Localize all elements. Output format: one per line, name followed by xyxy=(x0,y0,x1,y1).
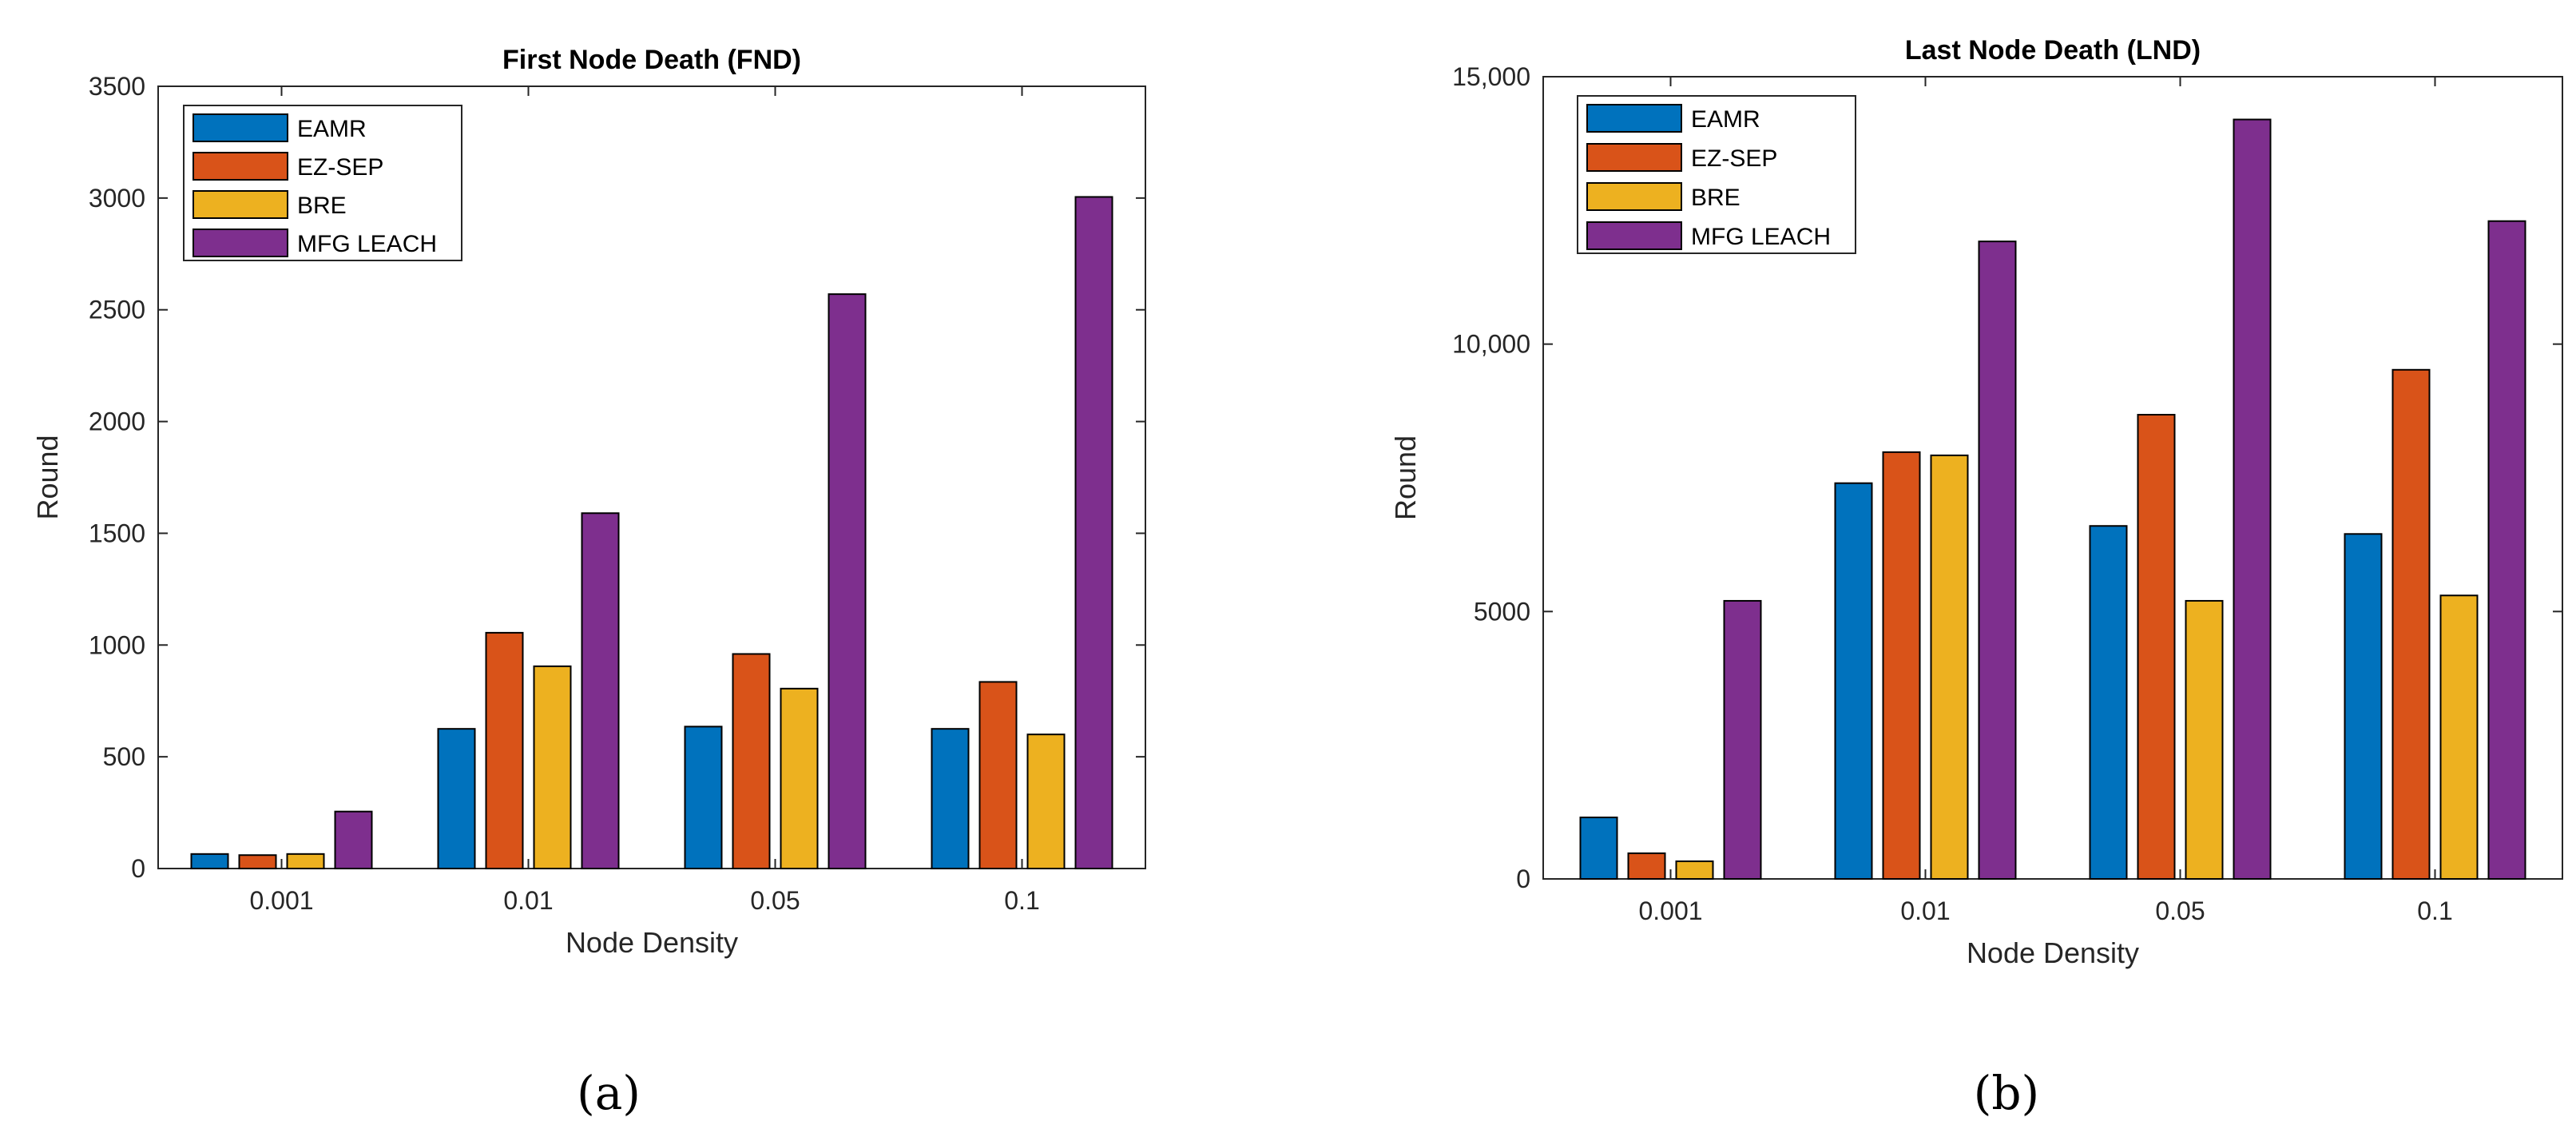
y-tick-label: 5000 xyxy=(1474,597,1530,626)
y-axis-label: Round xyxy=(31,435,64,519)
bar-bre xyxy=(2185,599,2224,880)
x-tick-label: 0.05 xyxy=(750,886,800,915)
y-tick-label: 1000 xyxy=(89,630,145,659)
bar-mfg-leach xyxy=(2487,220,2526,881)
legend-label: EZ-SEP xyxy=(1691,145,1777,172)
legend-swatch xyxy=(1586,143,1682,172)
bar-ez-sep xyxy=(732,653,771,870)
legend-swatch xyxy=(1586,104,1682,133)
x-tick-label: 0.01 xyxy=(1900,896,1950,925)
y-axis-label: Round xyxy=(1389,435,1422,520)
bar-bre xyxy=(286,853,325,870)
y-tick-label: 10,000 xyxy=(1452,330,1530,359)
bar-ez-sep xyxy=(238,854,277,870)
chart-fnd: 0 500 1000 1500 2000 2500 3000 3500 0.001 0.01 0.0… xyxy=(31,45,1146,1120)
x-tick-label: 0.01 xyxy=(503,886,553,915)
bar-mfg-leach xyxy=(1723,599,1762,880)
y-tick-label: 2000 xyxy=(89,407,145,436)
x-axis-label: Node Density xyxy=(1967,936,2139,969)
bar-bre xyxy=(780,687,819,870)
chart-title: First Node Death (FND) xyxy=(502,45,801,75)
x-tick-label: 0.001 xyxy=(249,886,313,915)
x-tick-label: 0.1 xyxy=(2417,896,2452,925)
bar-ez-sep xyxy=(978,681,1018,870)
bar-mfg-leach xyxy=(828,293,867,869)
chart-lnd: 0 5000 10,000 15,000 0.001 0.01 0.05 0.1 Last No… xyxy=(1389,35,2563,1120)
y-tick-label: 2500 xyxy=(89,296,145,324)
y-tick-label: 500 xyxy=(103,742,145,771)
bar-ez-sep xyxy=(2391,368,2431,880)
bar-eamr xyxy=(1579,817,1618,881)
bar-bre xyxy=(2439,594,2479,881)
bar-eamr xyxy=(2344,533,2383,881)
y-tick-label: 0 xyxy=(1516,865,1530,893)
legend-label: EAMR xyxy=(1691,106,1760,133)
bar-eamr xyxy=(190,853,229,870)
bar-bre xyxy=(1026,733,1066,870)
y-tick-label: 1500 xyxy=(89,519,145,547)
bar-mfg-leach xyxy=(581,512,620,869)
legend-label: MFG LEACH xyxy=(1691,224,1831,250)
legend-label: BRE xyxy=(297,193,347,219)
bar-eamr xyxy=(931,728,970,870)
bar-mfg-leach xyxy=(1978,241,2017,880)
bar-mfg-leach xyxy=(2233,118,2272,880)
x-tick-label: 0.1 xyxy=(1004,886,1039,915)
bar-eamr xyxy=(2089,525,2128,880)
bar-mfg-leach xyxy=(1074,196,1113,870)
y-tick-label: 3000 xyxy=(89,184,145,213)
legend-swatch xyxy=(193,229,288,257)
legend-swatch xyxy=(193,152,288,181)
y-tick-label: 3500 xyxy=(89,72,145,101)
panel-label: (b) xyxy=(1974,1066,2039,1120)
bar-eamr xyxy=(1834,482,1873,881)
legend-label: BRE xyxy=(1691,185,1740,211)
bar-eamr xyxy=(684,726,723,869)
bar-eamr xyxy=(437,728,476,870)
x-axis-label: Node Density xyxy=(566,926,738,959)
bar-ez-sep xyxy=(2137,414,2176,880)
y-tick-label: 15,000 xyxy=(1452,62,1530,91)
legend-swatch xyxy=(1586,182,1682,211)
bar-ez-sep xyxy=(1882,451,1921,880)
chart-title: Last Node Death (LND) xyxy=(1905,35,2201,66)
bar-bre xyxy=(1930,454,1969,880)
legend-label: EZ-SEP xyxy=(297,154,383,181)
legend-label: EAMR xyxy=(297,116,367,142)
legend-swatch xyxy=(1586,221,1682,250)
legend-swatch xyxy=(193,113,288,142)
bar-mfg-leach xyxy=(334,810,373,869)
y-tick-label: 0 xyxy=(131,854,145,883)
x-tick-label: 0.05 xyxy=(2155,896,2205,925)
panel-label: (a) xyxy=(577,1066,641,1120)
bar-bre xyxy=(1675,860,1714,880)
bar-ez-sep xyxy=(1627,852,1666,880)
legend-label: MFG LEACH xyxy=(297,231,437,257)
legend-swatch xyxy=(193,190,288,219)
bar-ez-sep xyxy=(485,631,524,869)
bar-bre xyxy=(533,665,572,870)
x-tick-label: 0.001 xyxy=(1638,896,1702,925)
